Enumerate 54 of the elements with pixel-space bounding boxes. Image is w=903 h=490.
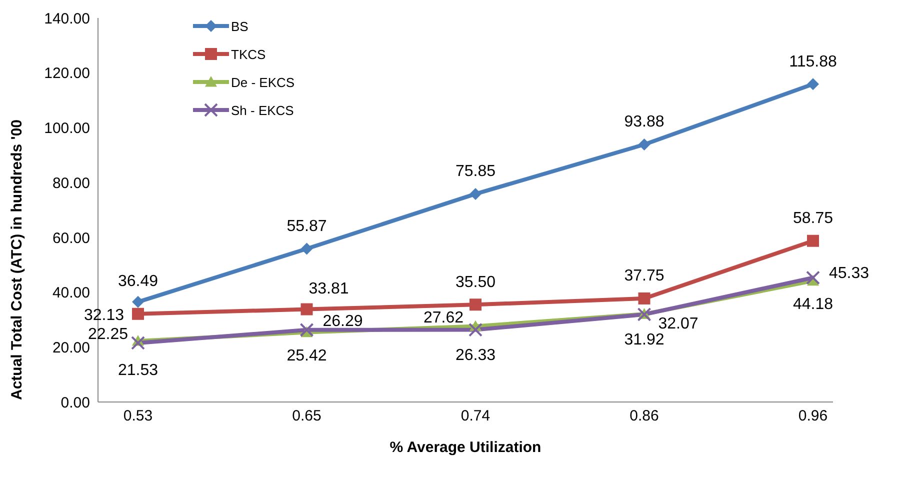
data-label: 22.25 [88,326,128,344]
point [806,270,820,285]
point [468,322,482,337]
point [638,292,650,304]
point [807,78,819,90]
point [132,296,144,308]
x-tick-label: 0.96 [798,408,828,425]
point [470,188,482,200]
data-label: 115.88 [789,53,837,70]
data-label: 93.88 [624,114,664,131]
point [470,298,482,311]
data-label: 27.62 [423,309,464,326]
x-tick-label: 0.74 [460,408,490,425]
data-label: 55.87 [286,218,327,235]
legend-label: BS [231,18,248,34]
y-tick-label: 40.00 [52,284,90,302]
legend-label: TKCS [231,46,266,62]
data-label: 58.75 [792,210,834,228]
data-label: 36.49 [118,273,158,290]
point [132,308,144,320]
legend-label: De - EKCS [231,74,295,90]
point [807,234,819,247]
point [131,336,145,350]
x-tick-label: 0.86 [630,408,659,425]
data-label: 44.18 [792,296,834,314]
data-label: 25.42 [286,347,327,365]
data-label: 32.13 [84,307,124,324]
data-label: 33.81 [308,280,349,298]
y-axis-title: Actual Total Cost (ATC) in hundreds '00 [8,119,26,400]
point [637,307,652,322]
y-tick-label: 80.00 [52,174,90,192]
data-label: 37.75 [624,268,664,285]
y-tick-label: 120.00 [44,65,90,82]
data-label: 45.33 [828,264,870,282]
data-label: 21.53 [118,362,158,380]
data-label: 35.50 [455,274,496,291]
data-label: 32.07 [658,315,698,332]
x-tick-label: 0.65 [292,408,322,425]
y-tick-label: 20.00 [52,339,90,356]
point [300,242,313,255]
data-label: 26.29 [322,313,363,330]
y-tick-label: 140.00 [44,10,90,28]
data-label: 31.92 [624,332,664,349]
data-label: 75.85 [455,163,496,180]
x-axis-title: % Average Utilization [390,439,542,456]
y-tick-label: 0.00 [60,394,90,412]
y-tick-label: 100.00 [44,120,90,138]
point [300,322,314,337]
x-tick-label: 0.53 [123,408,153,425]
y-tick-label: 60.00 [52,230,90,247]
point [638,138,650,150]
data-label: 26.33 [455,347,496,364]
point [300,303,313,316]
legend-label: Sh - EKCS [231,102,294,118]
